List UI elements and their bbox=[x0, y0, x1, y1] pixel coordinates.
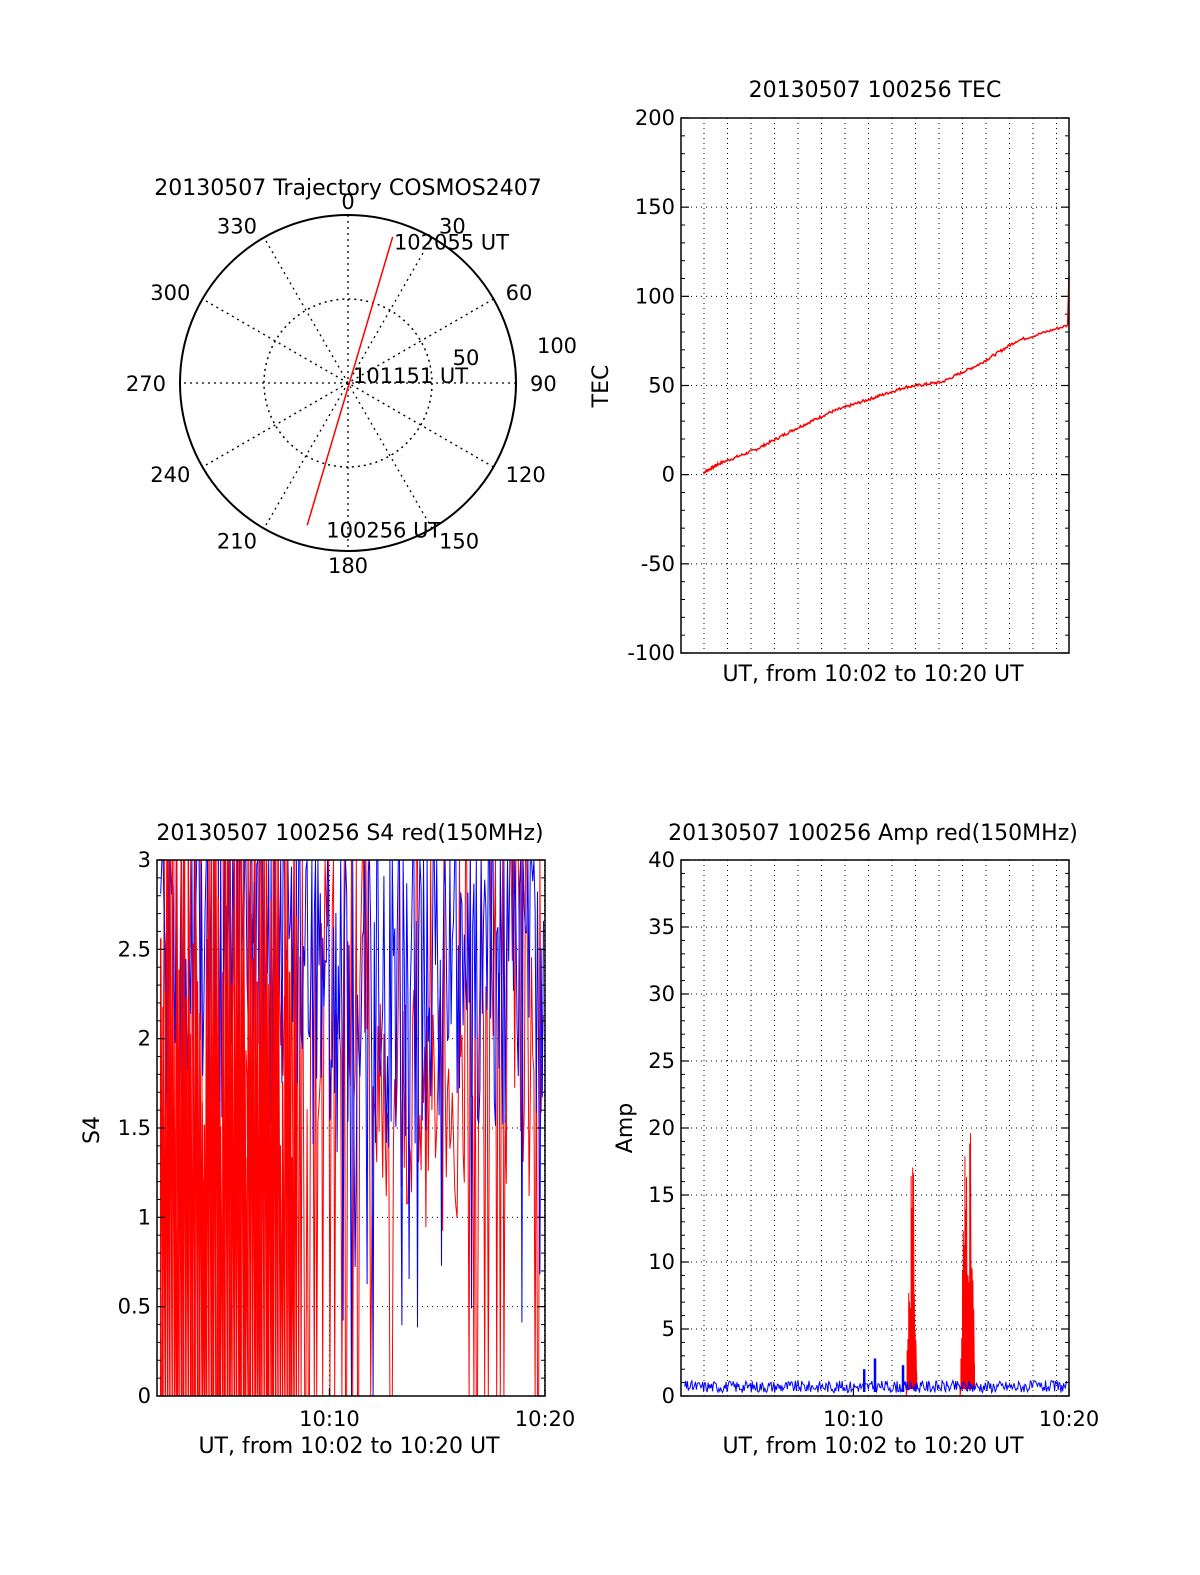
amp-xlabel: UT, from 10:02 to 10:20 UT bbox=[722, 1434, 1024, 1459]
tec-title: 20130507 100256 TEC bbox=[749, 78, 1002, 103]
amp-xtick-label: 10:10 bbox=[823, 1407, 884, 1431]
polar-azimuth-label-330: 330 bbox=[217, 214, 257, 238]
tec-ytick-label: 200 bbox=[635, 106, 675, 130]
polar-trajectory-panel: 20130507 Trajectory COSMOS2407 0 30 60 90 12… bbox=[126, 176, 577, 578]
s4-ytick-label: 0 bbox=[138, 1384, 151, 1408]
amp-xtick-label: 10:20 bbox=[1039, 1407, 1100, 1431]
s4-ytick-label: 1 bbox=[138, 1205, 151, 1229]
s4-plot-frame bbox=[156, 859, 546, 1397]
s4-xtick-label: 10:20 bbox=[515, 1407, 576, 1431]
tec-ytick-label: 100 bbox=[635, 284, 675, 308]
amp-red-burst-2 bbox=[959, 1133, 975, 1397]
s4-ytick-label: 0.5 bbox=[118, 1295, 151, 1319]
tec-plot-frame bbox=[680, 117, 1070, 654]
polar-azimuth-label-300: 300 bbox=[150, 281, 190, 305]
polar-point-label-101151: 101151 UT bbox=[353, 364, 468, 388]
amp-ytick-label: 40 bbox=[648, 848, 675, 872]
polar-radial-tick-50: 50 bbox=[453, 346, 480, 370]
tec-ytick-label: -50 bbox=[641, 552, 675, 576]
amp-ytick-label: 35 bbox=[648, 915, 675, 939]
amp-ytick-label: 5 bbox=[662, 1317, 675, 1341]
s4-ytick-label: 2.5 bbox=[118, 937, 151, 961]
amp-ytick-label: 15 bbox=[648, 1183, 675, 1207]
s4-series-red-dense bbox=[159, 859, 298, 1397]
tec-series-line bbox=[702, 276, 1070, 476]
amp-ytick-label: 30 bbox=[648, 982, 675, 1006]
polar-azimuth-label-270: 270 bbox=[126, 372, 166, 396]
polar-azimuth-label-240: 240 bbox=[150, 463, 190, 487]
tec-ytick-label: 0 bbox=[662, 463, 675, 487]
amp-ytick-label: 25 bbox=[648, 1049, 675, 1073]
polar-azimuth-label-150: 150 bbox=[439, 530, 479, 554]
tec-ytick-label: 150 bbox=[635, 195, 675, 219]
polar-azimuth-label-90: 90 bbox=[530, 372, 557, 396]
polar-radial-tick-100: 100 bbox=[537, 334, 577, 358]
amp-ylabel: Amp bbox=[613, 1103, 638, 1153]
polar-point-label-100256: 100256 UT bbox=[326, 519, 441, 543]
polar-spoke-150 bbox=[263, 237, 433, 529]
tec-ytick-label: -100 bbox=[627, 641, 675, 665]
s4-title: 20130507 100256 S4 red(150MHz) bbox=[156, 821, 543, 846]
s4-panel: 20130507 100256 S4 red(150MHz) 0 0.5 1 1.5 2… bbox=[80, 821, 575, 1459]
polar-azimuth-label-60: 60 bbox=[506, 281, 533, 305]
amp-panel: 20130507 100256 Amp red(150MHz) 0 5 10 15 20… bbox=[613, 821, 1099, 1459]
s4-xtick-label: 10:10 bbox=[299, 1407, 360, 1431]
polar-azimuth-label-0: 0 bbox=[341, 190, 354, 214]
s4-xlabel: UT, from 10:02 to 10:20 UT bbox=[198, 1434, 500, 1459]
amp-plot-frame bbox=[680, 859, 1070, 1397]
tec-ylabel: TEC bbox=[589, 365, 614, 409]
tec-xlabel: UT, from 10:02 to 10:20 UT bbox=[722, 662, 1024, 687]
s4-ytick-label: 3 bbox=[138, 848, 151, 872]
polar-point-label-102055: 102055 UT bbox=[394, 231, 509, 255]
polar-azimuth-label-210: 210 bbox=[217, 530, 257, 554]
polar-azimuth-label-120: 120 bbox=[506, 463, 546, 487]
amp-ytick-label: 10 bbox=[648, 1250, 675, 1274]
tec-panel: 20130507 100256 TEC -100-50050100150200 … bbox=[589, 78, 1070, 687]
s4-ylabel: S4 bbox=[80, 1116, 105, 1144]
amp-red-burst-1 bbox=[905, 1167, 918, 1397]
polar-azimuth-label-30: 30 bbox=[439, 214, 466, 238]
polar-azimuth-label-180: 180 bbox=[328, 554, 368, 578]
amp-ytick-label: 0 bbox=[662, 1384, 675, 1408]
amp-ytick-label: 20 bbox=[648, 1116, 675, 1140]
s4-ytick-label: 2 bbox=[138, 1027, 151, 1051]
s4-ytick-label: 1.5 bbox=[118, 1116, 151, 1140]
tec-ytick-label: 50 bbox=[648, 374, 675, 398]
amp-title: 20130507 100256 Amp red(150MHz) bbox=[668, 821, 1078, 846]
polar-title: 20130507 Trajectory COSMOS2407 bbox=[154, 176, 541, 201]
polar-trajectory-line bbox=[306, 236, 394, 526]
